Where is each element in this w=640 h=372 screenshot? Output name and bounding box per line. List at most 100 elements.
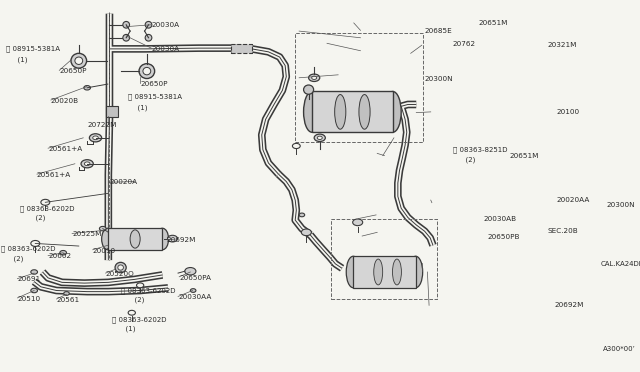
Text: 20650P: 20650P (60, 68, 87, 74)
Ellipse shape (346, 256, 360, 288)
Ellipse shape (392, 259, 401, 285)
Text: 20510: 20510 (17, 296, 40, 302)
Text: 20020A: 20020A (109, 179, 138, 185)
Ellipse shape (143, 67, 151, 75)
Ellipse shape (123, 35, 129, 41)
Ellipse shape (93, 136, 99, 140)
Ellipse shape (299, 213, 305, 217)
Text: 20030A: 20030A (151, 46, 179, 52)
Text: 20030AA: 20030AA (178, 294, 211, 300)
Bar (312, 92, 393, 132)
Text: 20020B: 20020B (51, 98, 79, 104)
Text: Ⓟ 08915-5381A: Ⓟ 08915-5381A (6, 45, 60, 52)
Text: Ⓢ 08363-6202D: Ⓢ 08363-6202D (1, 246, 55, 252)
Text: Ⓢ 08363-6202D: Ⓢ 08363-6202D (112, 316, 167, 323)
Ellipse shape (335, 94, 346, 129)
Text: 20602: 20602 (48, 253, 71, 259)
Bar (353, 256, 416, 288)
Ellipse shape (312, 76, 317, 80)
Ellipse shape (139, 64, 155, 78)
Text: 20692M: 20692M (555, 302, 584, 308)
Text: 20321M: 20321M (547, 42, 577, 48)
Ellipse shape (190, 289, 196, 292)
Bar (230, 44, 252, 52)
Ellipse shape (301, 229, 312, 235)
Ellipse shape (75, 57, 83, 64)
Ellipse shape (303, 92, 320, 132)
Ellipse shape (136, 283, 144, 288)
Ellipse shape (385, 92, 401, 132)
Ellipse shape (374, 259, 383, 285)
Ellipse shape (99, 227, 106, 231)
Text: 20650P: 20650P (140, 81, 168, 87)
Ellipse shape (84, 162, 90, 166)
Ellipse shape (31, 270, 38, 274)
Text: 20561: 20561 (56, 297, 79, 303)
Ellipse shape (128, 310, 136, 315)
Ellipse shape (81, 160, 93, 168)
Text: (2): (2) (461, 156, 476, 163)
Text: 20030AB: 20030AB (484, 217, 517, 222)
Text: (2): (2) (130, 296, 145, 303)
Ellipse shape (145, 35, 152, 41)
Text: 20300N: 20300N (607, 202, 635, 208)
Ellipse shape (84, 86, 90, 90)
Ellipse shape (31, 288, 38, 293)
Text: 20692M: 20692M (167, 237, 196, 243)
Text: Ⓟ 08915-5381A: Ⓟ 08915-5381A (128, 94, 182, 100)
Text: 20561+A: 20561+A (48, 146, 83, 152)
Text: A300*00’: A300*00’ (603, 346, 636, 352)
Ellipse shape (314, 134, 325, 141)
Text: 20722M: 20722M (87, 122, 116, 128)
Text: 20300N: 20300N (424, 76, 453, 81)
Ellipse shape (145, 22, 152, 28)
Text: 20651M: 20651M (478, 20, 508, 26)
Bar (331, 219, 437, 299)
Text: 20030A: 20030A (151, 22, 179, 28)
Text: 20650PB: 20650PB (488, 234, 520, 240)
Ellipse shape (115, 262, 126, 273)
Ellipse shape (353, 219, 363, 226)
Text: (1): (1) (120, 326, 135, 332)
Text: 20651M: 20651M (510, 153, 540, 158)
Ellipse shape (359, 94, 370, 129)
Ellipse shape (303, 85, 314, 94)
Ellipse shape (168, 235, 177, 242)
Text: 20685E: 20685E (424, 28, 452, 34)
Ellipse shape (409, 256, 422, 288)
Text: Ⓢ 08363-8251D: Ⓢ 08363-8251D (452, 146, 507, 153)
Ellipse shape (71, 53, 86, 68)
Ellipse shape (308, 74, 320, 81)
Text: 20762: 20762 (452, 41, 476, 47)
Ellipse shape (60, 250, 67, 255)
Ellipse shape (317, 136, 323, 140)
Text: 20525M: 20525M (72, 231, 102, 237)
Text: 20561+A: 20561+A (37, 172, 71, 178)
Text: 20650PA: 20650PA (179, 275, 211, 281)
Ellipse shape (156, 228, 168, 250)
Ellipse shape (41, 199, 50, 205)
Ellipse shape (64, 292, 69, 295)
Text: 20020AA: 20020AA (556, 197, 589, 203)
Ellipse shape (292, 143, 300, 148)
Ellipse shape (102, 228, 114, 250)
Ellipse shape (130, 230, 140, 248)
Text: 20100: 20100 (556, 109, 579, 115)
Text: 20691: 20691 (17, 276, 40, 282)
Ellipse shape (185, 267, 196, 275)
Text: (2): (2) (31, 214, 45, 221)
Text: (2): (2) (9, 255, 24, 262)
Text: (1): (1) (13, 57, 28, 63)
Ellipse shape (123, 22, 129, 28)
Ellipse shape (90, 134, 102, 142)
Bar (108, 228, 163, 250)
Bar (106, 106, 118, 118)
Text: Ⓢ 08363-6202D: Ⓢ 08363-6202D (120, 287, 175, 294)
Ellipse shape (31, 240, 40, 246)
Ellipse shape (118, 265, 124, 270)
Text: 20520O: 20520O (106, 271, 134, 277)
Bar (295, 33, 424, 142)
Text: (1): (1) (134, 105, 148, 112)
Text: SEC.20B: SEC.20B (547, 228, 578, 234)
Text: CAL.KA24DE: CAL.KA24DE (601, 261, 640, 267)
